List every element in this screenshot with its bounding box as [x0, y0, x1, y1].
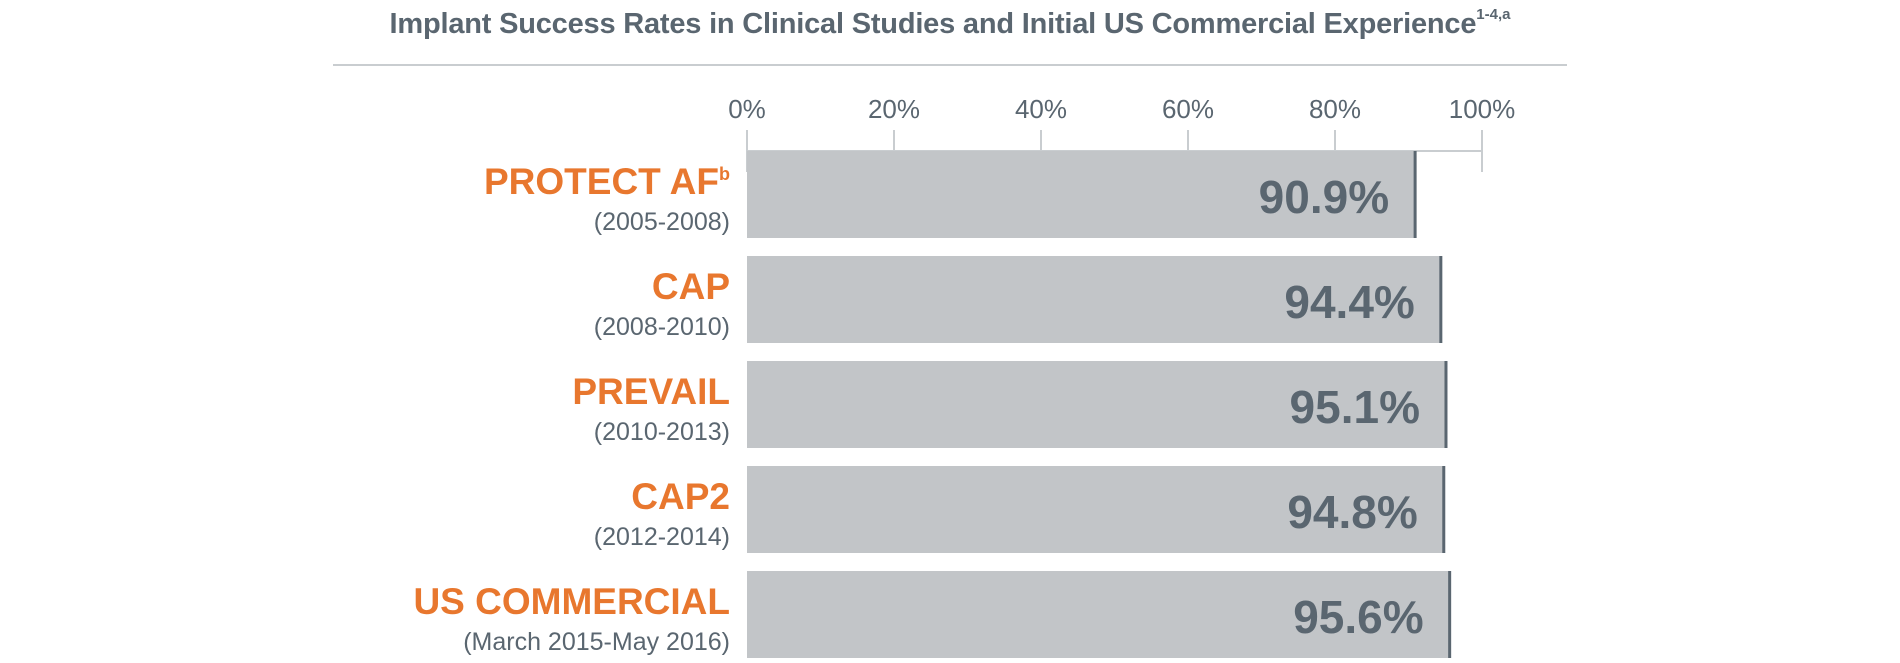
bar-value-label: 95.1%: [1290, 381, 1420, 433]
category-label: PROTECT AFb: [484, 161, 730, 202]
category-period: (2010-2013): [594, 418, 730, 446]
x-tick-label: 80%: [1309, 94, 1361, 124]
bar: [747, 361, 1446, 448]
x-tick-label: 60%: [1162, 94, 1214, 124]
category-label: CAP: [652, 266, 730, 307]
chart-title: Implant Success Rates in Clinical Studie…: [333, 6, 1567, 41]
category-name: US COMMERCIAL: [413, 581, 730, 622]
bar: [747, 466, 1444, 553]
category-label: CAP2: [631, 476, 730, 517]
bar-value-label: 95.6%: [1293, 591, 1423, 643]
category-name: CAP: [652, 266, 730, 307]
bar-value-label: 94.4%: [1284, 276, 1414, 328]
title-divider: [333, 64, 1567, 66]
category-label: US COMMERCIAL: [413, 581, 730, 622]
chart-title-superscript: 1-4,a: [1476, 6, 1511, 23]
x-tick-label: 20%: [868, 94, 920, 124]
category-period: (March 2015-May 2016): [463, 628, 730, 656]
x-tick-label: 100%: [1449, 94, 1516, 124]
bar: [747, 151, 1416, 238]
bar-value-label: 94.8%: [1287, 486, 1417, 538]
x-tick-label: 40%: [1015, 94, 1067, 124]
category-name: PREVAIL: [572, 371, 730, 412]
category-period: (2005-2008): [594, 208, 730, 236]
category-period: (2012-2014): [594, 523, 730, 551]
category-name: PROTECT AF: [484, 161, 719, 202]
category-label: PREVAIL: [572, 371, 730, 412]
category-period: (2008-2010): [594, 313, 730, 341]
x-tick-label: 0%: [728, 94, 766, 124]
bar: [747, 256, 1441, 343]
bar: [747, 571, 1450, 658]
bar-value-label: 90.9%: [1259, 171, 1389, 223]
category-superscript: b: [719, 164, 730, 184]
category-name: CAP2: [631, 476, 730, 517]
chart-title-text: Implant Success Rates in Clinical Studie…: [389, 8, 1477, 40]
